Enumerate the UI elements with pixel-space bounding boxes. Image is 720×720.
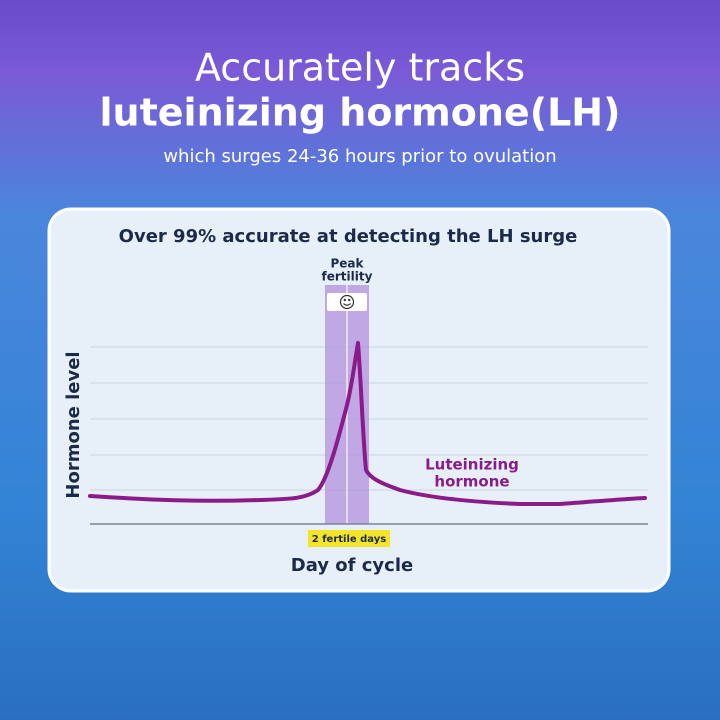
lh-curve: [88, 341, 647, 506]
fertile-badge-label: 2 fertile days: [312, 534, 387, 545]
subtitle: which surges 24-36 hours prior to ovulat…: [163, 146, 556, 167]
x-axis-label: Day of cycle: [291, 555, 413, 576]
curve-label: hormone: [434, 473, 509, 491]
title: Accurately tracks: [195, 46, 525, 90]
curve-label: Luteinizing: [425, 456, 519, 474]
y-axis-label: Hormone level: [63, 351, 84, 498]
card-title: Over 99% accurate at detecting the LH su…: [119, 226, 578, 247]
peak-label: Peak: [330, 257, 364, 271]
smile-box: [327, 293, 367, 311]
title-bold: luteinizing hormone(LH): [100, 91, 621, 135]
fertile-badge: [308, 530, 390, 547]
smile-icon: [339, 294, 355, 310]
peak-label: fertility: [322, 270, 373, 284]
